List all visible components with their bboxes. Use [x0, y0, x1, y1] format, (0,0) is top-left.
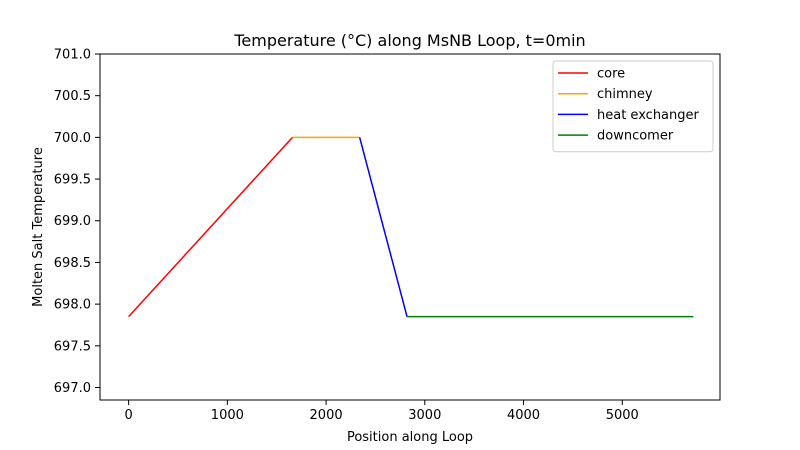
x-tick-label: 1000 [211, 408, 244, 423]
x-tick-label: 0 [124, 408, 132, 423]
y-tick-label: 700.0 [54, 131, 91, 146]
x-axis-label: Position along Loop [347, 430, 473, 445]
y-tick-label: 698.0 [54, 298, 91, 313]
y-tick-label: 699.0 [54, 214, 91, 229]
legend-box [552, 60, 714, 153]
y-tick-label: 701.0 [54, 48, 91, 63]
y-tick-label: 697.5 [54, 339, 91, 354]
x-axis: 0 1000 2000 3000 4000 5000 [124, 400, 639, 423]
y-axis-label: Molten Salt Temperature [31, 147, 46, 307]
legend: core chimney heat exchanger downcomer [552, 60, 714, 153]
legend-label: chimney [597, 87, 653, 102]
x-tick-label: 3000 [408, 408, 441, 423]
plot-frame [99, 53, 721, 401]
y-axis: 697.0 697.5 698.0 698.5 699.0 699.5 700.0 700.5… [54, 48, 100, 396]
y-tick-label: 700.5 [54, 89, 91, 104]
x-tick-label: 4000 [507, 408, 540, 423]
series-line-core [128, 136, 294, 318]
x-tick-label: 2000 [310, 408, 343, 423]
y-tick-label: 697.0 [54, 381, 91, 396]
x-tick-label: 5000 [606, 408, 639, 423]
legend-label: downcomer [597, 129, 674, 144]
y-tick-label: 698.5 [54, 256, 91, 271]
chart-title: Temperature (°C) along MsNB Loop, t=0min [233, 31, 585, 50]
legend-label: heat exchanger [597, 108, 700, 123]
series-layer [128, 136, 694, 318]
y-tick-label: 699.5 [54, 173, 91, 188]
series-line-heat-exchanger [358, 137, 408, 317]
legend-label: core [597, 67, 625, 82]
